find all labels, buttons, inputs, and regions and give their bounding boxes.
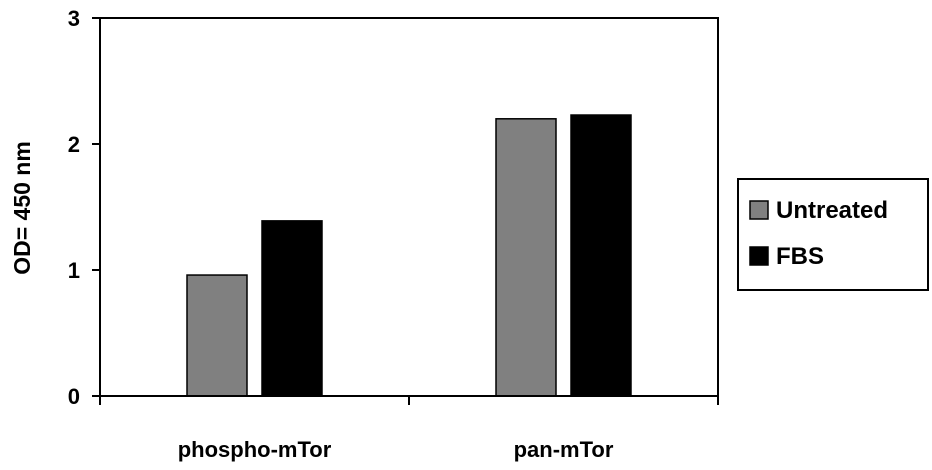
y-tick-label: 0 bbox=[68, 384, 80, 409]
plot-area: 0 1 2 3 phospho-mTor pan-mTor bbox=[68, 6, 719, 462]
y-tick-label: 1 bbox=[68, 258, 80, 283]
x-category-label: phospho-mTor bbox=[178, 437, 332, 462]
legend-box bbox=[737, 178, 929, 291]
legend-label-fbs: FBS bbox=[776, 243, 824, 270]
legend-swatch-untreated bbox=[749, 200, 769, 220]
y-tick-label: 3 bbox=[68, 6, 80, 31]
bar-untreated-phospho-mtor bbox=[186, 274, 248, 397]
bar-fbs-phospho-mtor bbox=[261, 220, 323, 397]
legend-label-untreated: Untreated bbox=[776, 197, 888, 224]
y-tick-label: 2 bbox=[68, 132, 80, 157]
legend-swatch-fbs bbox=[749, 246, 769, 266]
x-category-label: pan-mTor bbox=[514, 437, 614, 462]
bar-fbs-pan-mtor bbox=[570, 114, 632, 397]
legend: Untreated FBS bbox=[737, 178, 929, 291]
y-axis-title: OD= 450 nm bbox=[9, 141, 35, 275]
bar-untreated-pan-mtor bbox=[495, 118, 557, 397]
